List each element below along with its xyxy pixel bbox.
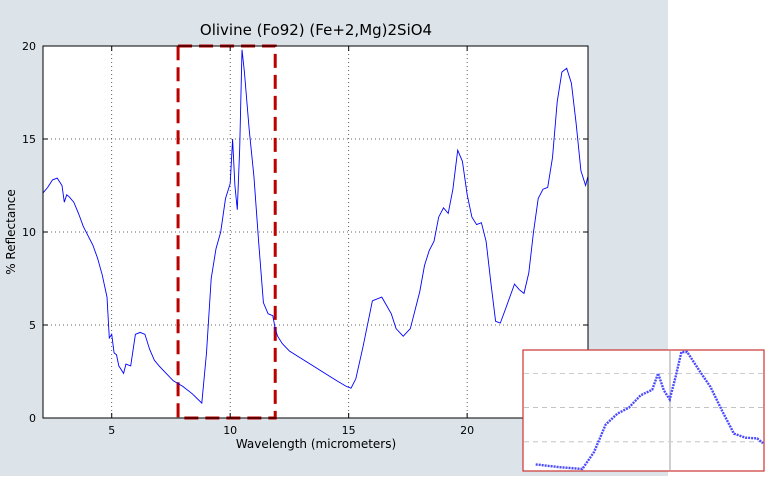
x-tick-label: 15 [342,424,356,437]
inset-background [522,349,765,472]
x-tick-label: 20 [460,424,474,437]
y-tick-label: 5 [29,319,36,332]
inset-grid-lines [524,372,763,443]
y-axis-label: % Reflectance [4,189,18,275]
y-axis: 0 5 10 15 20 [22,40,588,425]
series-layer [42,49,589,405]
reflectance-line [42,49,589,405]
chart-title: Olivine (Fo92) (Fe+2,Mg)2SiO4 [200,21,432,39]
zoom-inset [522,349,765,472]
x-tick-label: 5 [108,424,115,437]
y-tick-label: 20 [22,40,36,53]
y-tick-label: 0 [29,412,36,425]
x-axis-label: Wavelength (micrometers) [236,437,396,451]
x-tick-label: 10 [223,424,237,437]
y-tick-label: 15 [22,133,36,146]
inset-line [535,350,764,471]
grid-lines [43,46,588,418]
inset-series [535,350,764,471]
x-axis: 5 10 15 20 [108,46,474,437]
y-tick-label: 10 [22,226,36,239]
